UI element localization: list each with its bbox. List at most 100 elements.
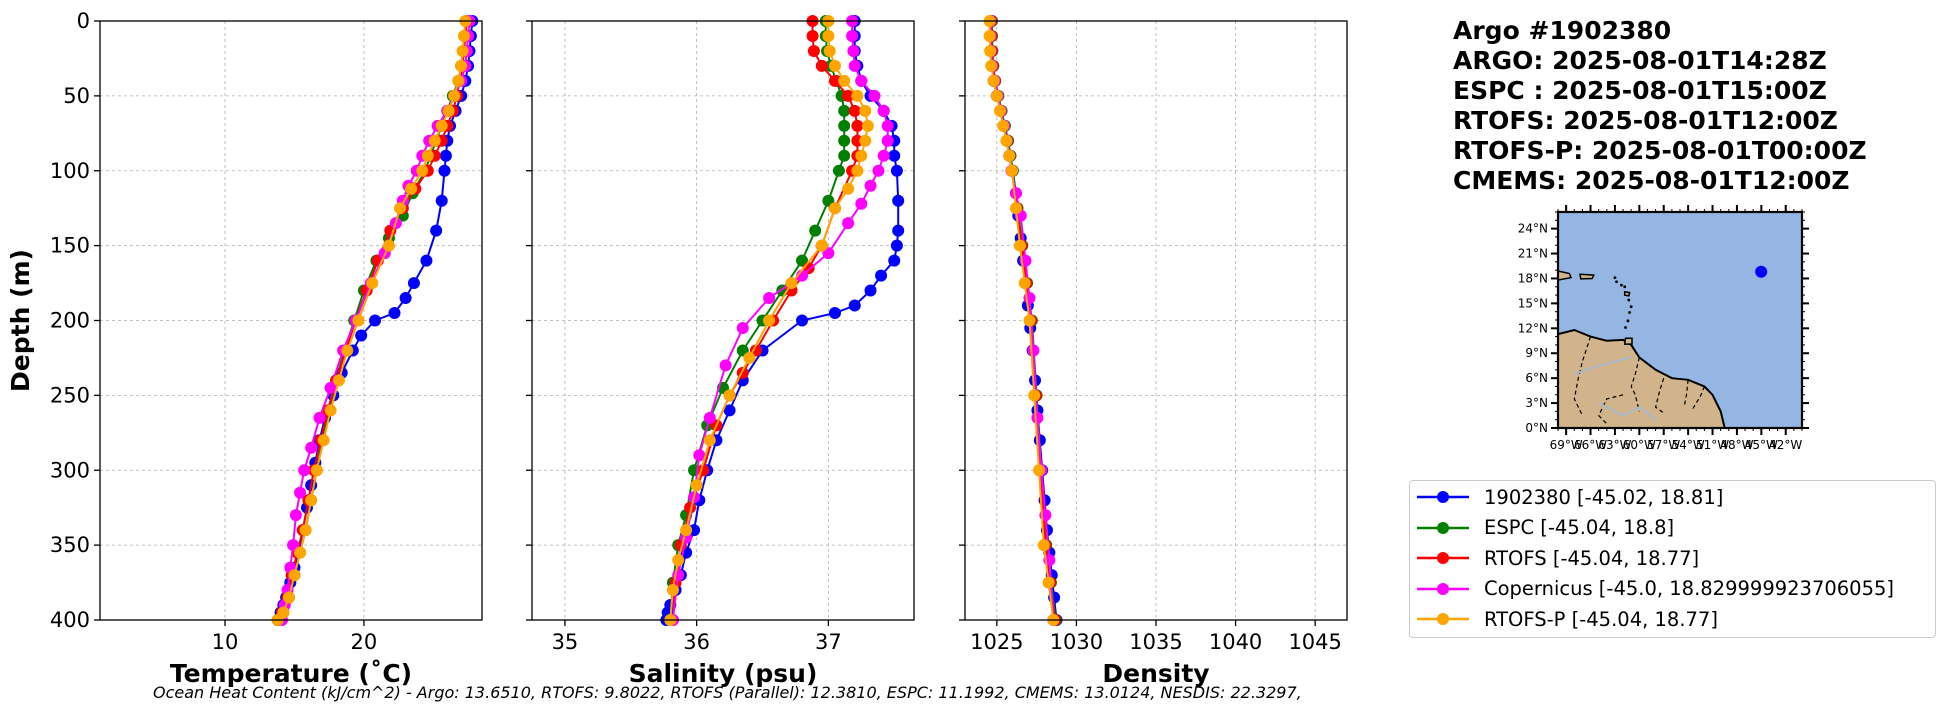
- salinity-point: [892, 224, 905, 237]
- map-lat-label: 9°N: [1525, 346, 1548, 360]
- salinity-point: [703, 434, 716, 447]
- map-island-dot: [1620, 283, 1623, 287]
- temperature-point: [421, 149, 434, 162]
- temperature-panel: 10 20050100150200250300350400Temperature …: [6, 9, 483, 688]
- map-border: [1691, 386, 1705, 411]
- ytick-label: 0: [77, 9, 90, 33]
- salinity-point: [855, 74, 868, 87]
- salinity-point: [666, 584, 679, 597]
- salinity-point: [861, 119, 874, 132]
- density-point: [1009, 187, 1022, 200]
- salinity-xtick-label: 37: [815, 630, 842, 654]
- density-xtick-label: 1035: [1129, 630, 1182, 654]
- salinity-point: [796, 314, 809, 327]
- temperature-point: [457, 29, 470, 42]
- salinity-point: [763, 292, 776, 305]
- temperature-point: [317, 434, 330, 447]
- temperature-point: [420, 254, 433, 267]
- temperature-point: [369, 314, 382, 327]
- map-border: [1597, 394, 1624, 425]
- legend-item-rtofs-p: RTOFS-P [-45.04, 18.77]: [1417, 607, 1718, 631]
- salinity-point: [822, 29, 835, 42]
- salinity-point: [851, 119, 864, 132]
- salinity-point: [838, 149, 851, 162]
- density-xtick-label: 1030: [1050, 630, 1103, 654]
- salinity-point: [838, 119, 851, 132]
- map-lon-label: 48°W: [1720, 438, 1753, 452]
- salinity-point: [881, 134, 894, 147]
- density-series-rtofs-p: [983, 15, 1060, 626]
- salinity-point: [890, 164, 903, 177]
- legend-label-copernicus: Copernicus [-45.0, 18.829999923706055]: [1484, 577, 1894, 600]
- temperature-xtick-label: 20: [351, 630, 378, 654]
- density-point: [1037, 539, 1050, 552]
- temperature-point: [430, 224, 443, 237]
- density-point: [1042, 576, 1055, 589]
- density-xtick-label: 1025: [970, 630, 1023, 654]
- chart-legend: 1902380 [-45.02, 18.81] ESPC [-45.04, 18…: [1409, 480, 1936, 638]
- temperature-point: [305, 441, 318, 454]
- temperature-point: [310, 464, 323, 477]
- density-point: [985, 59, 998, 72]
- temperature-point: [442, 104, 455, 117]
- salinity-point: [838, 104, 851, 117]
- temperature-point: [394, 202, 407, 215]
- map-lon-label: 54°W: [1672, 438, 1705, 452]
- title-rtofsp-time: RTOFS-P: 2025-08-01T00:00Z: [1453, 136, 1867, 165]
- map-lat-label: 3°N: [1525, 396, 1548, 410]
- legend-item-espc: ESPC [-45.04, 18.8]: [1417, 516, 1674, 540]
- map-island-dot: [1627, 298, 1631, 302]
- salinity-point: [859, 104, 872, 117]
- salinity-xtick-label: 35: [552, 630, 579, 654]
- salinity-point: [723, 404, 736, 417]
- map-river: [1573, 356, 1632, 375]
- salinity-point: [864, 284, 877, 297]
- ytick-label: 400: [50, 608, 90, 632]
- legend-marker-copernicus: [1417, 582, 1469, 595]
- salinity-point: [809, 224, 822, 237]
- map-island-dot: [1615, 280, 1618, 284]
- salinity-point: [848, 59, 861, 72]
- map-lon-label: 66°W: [1574, 438, 1607, 452]
- legend-marker-argo: [1417, 491, 1469, 503]
- map-river: [1598, 402, 1657, 421]
- density-point: [1003, 149, 1016, 162]
- map-lat-label: 0°N: [1525, 421, 1548, 435]
- salinity-point: [875, 269, 888, 282]
- salinity-point: [847, 44, 860, 57]
- salinity-point: [806, 29, 819, 42]
- salinity-point: [828, 202, 841, 215]
- ytick-label: 350: [50, 533, 90, 557]
- temperature-point: [435, 194, 448, 207]
- map-lat-label: 24°N: [1518, 222, 1548, 236]
- salinity-point: [848, 299, 861, 312]
- temperature-point: [439, 149, 452, 162]
- salinity-point: [693, 449, 706, 462]
- temperature-point: [399, 292, 412, 305]
- salinity-point: [703, 411, 716, 424]
- map-border: [1573, 336, 1592, 416]
- temperature-point: [313, 411, 326, 424]
- map-lat-label: 6°N: [1525, 371, 1548, 385]
- density-point: [990, 89, 1003, 102]
- salinity-point: [892, 194, 905, 207]
- temperature-point: [448, 89, 461, 102]
- temperature-point: [452, 74, 465, 87]
- density-xlabel: Density: [1102, 659, 1209, 688]
- temperature-point: [341, 344, 354, 357]
- salinity-point: [877, 149, 890, 162]
- temperature-point: [416, 164, 429, 177]
- salinity-point: [743, 351, 756, 364]
- salinity-point: [690, 479, 703, 492]
- temperature-point: [352, 314, 365, 327]
- title-rtofs-time: RTOFS: 2025-08-01T12:00Z: [1453, 106, 1838, 135]
- map-lon-label: 57°W: [1647, 438, 1680, 452]
- density-point: [1028, 389, 1041, 402]
- ytick-label: 100: [50, 159, 90, 183]
- salinity-point: [672, 554, 685, 567]
- salinity-point: [763, 314, 776, 327]
- salinity-point: [838, 134, 851, 147]
- ytick-label: 50: [63, 84, 90, 108]
- density-point: [1027, 344, 1040, 357]
- map-island: [1579, 273, 1595, 280]
